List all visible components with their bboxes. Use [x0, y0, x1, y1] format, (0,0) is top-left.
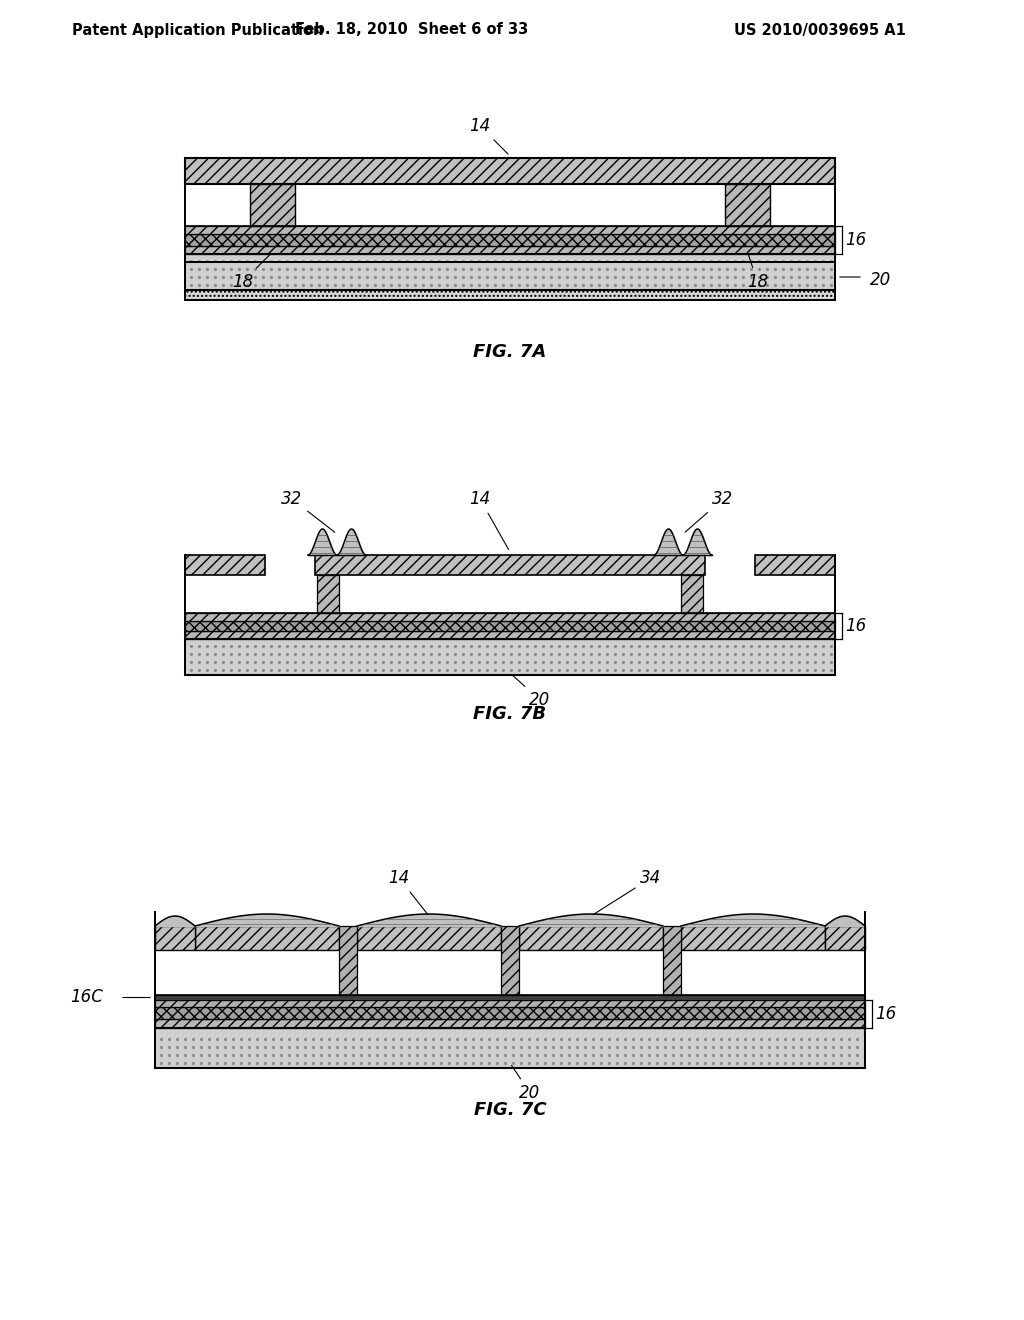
Bar [755, 554, 835, 576]
Text: 14: 14 [388, 869, 427, 913]
Bar [250, 183, 295, 226]
Bar [501, 927, 519, 995]
Bar [681, 927, 825, 950]
Bar [185, 576, 835, 612]
Bar [155, 995, 865, 1001]
Text: FIG. 7B: FIG. 7B [473, 705, 547, 723]
Bar [155, 927, 195, 950]
Text: 16: 16 [874, 1005, 896, 1023]
Bar [185, 226, 835, 234]
Text: 20: 20 [512, 1065, 541, 1102]
Text: 16: 16 [845, 616, 866, 635]
Bar [155, 1028, 865, 1068]
Bar [825, 927, 865, 950]
Bar [185, 612, 835, 620]
Bar [155, 906, 865, 995]
Bar [155, 1001, 865, 1007]
Bar [195, 927, 339, 950]
Bar [315, 554, 705, 576]
Text: 20: 20 [512, 675, 551, 709]
Bar [185, 183, 835, 226]
Bar [663, 927, 681, 995]
Bar [185, 620, 835, 631]
Text: 32: 32 [685, 490, 733, 532]
Text: 18: 18 [746, 255, 768, 290]
Text: 16: 16 [845, 231, 866, 249]
Bar [357, 950, 501, 995]
Bar [185, 253, 835, 290]
Bar [681, 576, 703, 612]
Text: 18: 18 [231, 253, 270, 290]
Text: 34: 34 [593, 869, 662, 915]
Bar [357, 927, 501, 950]
Text: 14: 14 [469, 117, 508, 154]
Bar [681, 950, 825, 995]
Text: FIG. 7A: FIG. 7A [473, 343, 547, 360]
Bar [155, 950, 195, 995]
Text: 32: 32 [282, 490, 335, 532]
Bar [519, 927, 663, 950]
Text: 20: 20 [870, 271, 891, 289]
Bar [155, 1007, 865, 1019]
Text: FIG. 7C: FIG. 7C [474, 1101, 547, 1119]
Bar [317, 576, 339, 612]
Bar [185, 158, 835, 183]
Bar [185, 554, 265, 576]
Bar [185, 631, 835, 639]
Bar [195, 950, 339, 995]
Bar [725, 183, 770, 226]
Bar [339, 927, 357, 995]
Bar [155, 950, 865, 995]
Bar [185, 639, 835, 675]
Bar [155, 1019, 865, 1028]
Bar [185, 246, 835, 253]
Text: 14: 14 [469, 490, 509, 549]
Text: US 2010/0039695 A1: US 2010/0039695 A1 [734, 22, 906, 37]
Bar [185, 234, 835, 246]
Text: Patent Application Publication: Patent Application Publication [72, 22, 324, 37]
Bar [519, 950, 663, 995]
Text: Feb. 18, 2010  Sheet 6 of 33: Feb. 18, 2010 Sheet 6 of 33 [295, 22, 528, 37]
Bar [825, 950, 865, 995]
Bar [185, 261, 835, 300]
Text: 16C: 16C [70, 989, 103, 1006]
